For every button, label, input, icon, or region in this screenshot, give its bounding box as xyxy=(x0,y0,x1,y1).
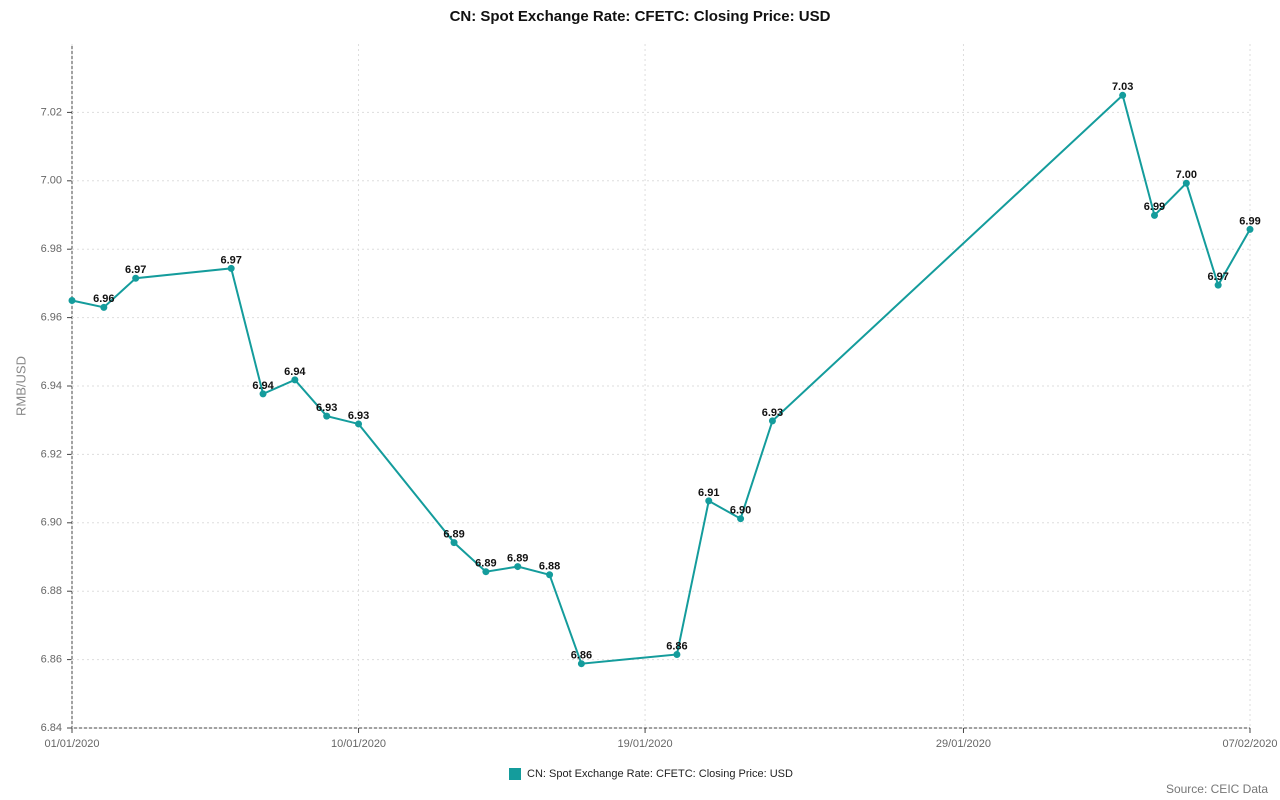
data-label: 6.96 xyxy=(93,293,114,305)
series-line xyxy=(71,93,1251,665)
data-label: 6.93 xyxy=(762,407,783,419)
point xyxy=(577,660,585,668)
point xyxy=(673,650,681,658)
point xyxy=(768,417,776,425)
y-tick-label: 6.94 xyxy=(41,380,62,392)
point xyxy=(100,303,108,311)
x-tick-label: 07/02/2020 xyxy=(1222,738,1277,750)
point xyxy=(514,563,522,571)
data-label: 6.94 xyxy=(252,380,274,392)
y-tick-label: 6.88 xyxy=(41,585,62,597)
legend-swatch xyxy=(509,768,521,780)
data-label: 6.97 xyxy=(220,254,241,266)
point xyxy=(705,497,713,505)
point xyxy=(68,297,76,304)
point xyxy=(1119,91,1127,99)
x-tick-label: 19/01/2020 xyxy=(618,738,673,750)
point xyxy=(132,274,140,282)
data-label: 7.00 xyxy=(1176,169,1197,181)
point xyxy=(482,568,490,576)
y-tick-label: 6.92 xyxy=(41,448,62,460)
y-tick-label: 7.02 xyxy=(41,106,62,118)
point xyxy=(1246,225,1254,233)
data-label: 6.89 xyxy=(507,552,528,564)
point xyxy=(227,264,235,272)
point xyxy=(355,420,363,428)
point xyxy=(737,515,745,523)
data-label: 6.93 xyxy=(348,410,369,422)
point xyxy=(291,376,299,384)
data-label: 6.89 xyxy=(443,529,464,541)
chart-title: CN: Spot Exchange Rate: CFETC: Closing P… xyxy=(450,8,831,25)
y-tick-label: 6.84 xyxy=(41,722,62,734)
point xyxy=(1182,179,1190,187)
x-tick-label: 01/01/2020 xyxy=(44,738,99,750)
x-tick-label: 10/01/2020 xyxy=(331,738,386,750)
data-label: 6.86 xyxy=(571,650,592,662)
x-tick-label: 29/01/2020 xyxy=(936,738,991,750)
data-label: 6.94 xyxy=(284,366,306,378)
y-tick-label: 6.98 xyxy=(41,243,62,255)
point xyxy=(546,571,554,579)
data-label: 6.90 xyxy=(730,505,751,517)
data-label: 6.93 xyxy=(316,402,337,414)
data-label: 6.97 xyxy=(125,264,146,276)
source: Source: CEIC Data xyxy=(1166,782,1268,796)
data-label: 6.91 xyxy=(698,487,719,499)
data-label: 6.88 xyxy=(539,561,560,573)
data-label: 6.89 xyxy=(475,558,496,570)
y-tick-label: 6.90 xyxy=(41,517,62,529)
y-tick-label: 6.86 xyxy=(41,654,62,666)
data-label: 6.97 xyxy=(1207,271,1228,283)
data-label: 6.99 xyxy=(1144,201,1165,213)
legend-label: CN: Spot Exchange Rate: CFETC: Closing P… xyxy=(527,768,793,780)
point xyxy=(259,390,267,398)
data-label: 6.86 xyxy=(666,640,687,652)
point xyxy=(1214,281,1222,289)
y-tick-label: 6.96 xyxy=(41,312,62,324)
y-axis-label: RMB/USD xyxy=(13,356,28,416)
point xyxy=(1150,211,1158,219)
point xyxy=(450,539,458,547)
data-label: 6.99 xyxy=(1239,215,1260,227)
data-label: 7.03 xyxy=(1112,81,1133,93)
y-tick-label: 7.00 xyxy=(41,175,62,187)
point xyxy=(323,412,331,420)
